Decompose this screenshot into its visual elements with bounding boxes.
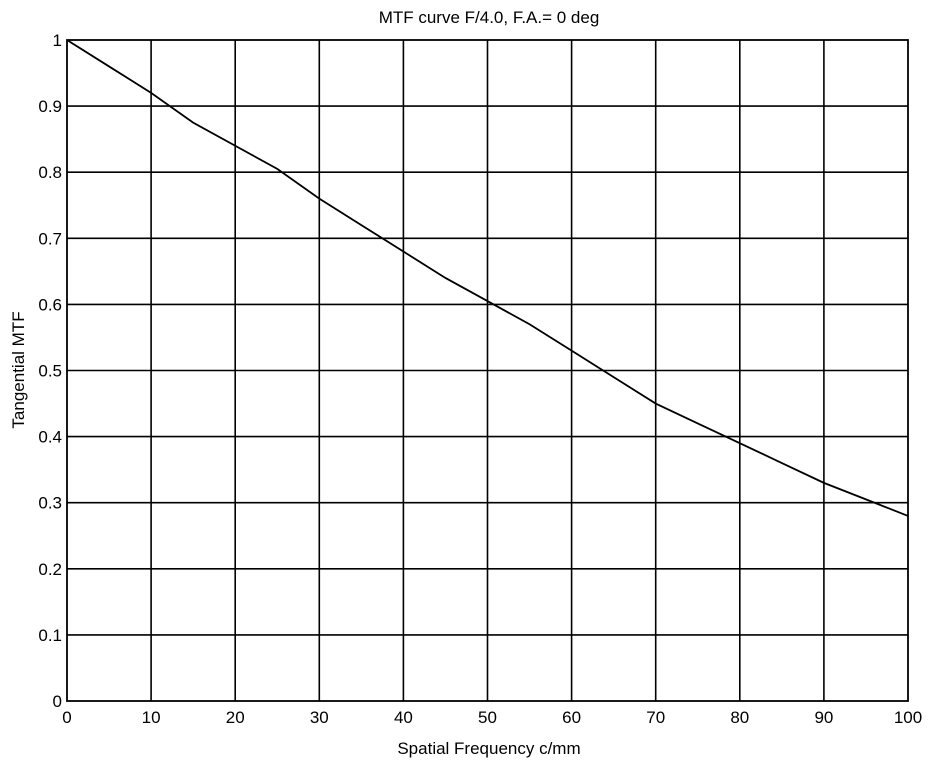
y-tick-label: 0.2	[38, 560, 62, 579]
y-tick-label: 0.7	[38, 229, 62, 248]
series-line-0	[66, 39, 909, 517]
x-tick-label: 50	[478, 708, 497, 727]
x-tick-label: 30	[310, 708, 329, 727]
chart-title: MTF curve F/4.0, F.A.= 0 deg	[379, 8, 600, 27]
y-tick-label: 0.8	[38, 163, 62, 182]
y-tick-label: 0.4	[38, 428, 62, 447]
y-tick-label: 0.9	[38, 97, 62, 116]
x-axis-ticks: 0 10 20 30 40 50 60 70 80 90 100	[62, 708, 922, 727]
y-tick-label: 0	[53, 692, 62, 711]
y-tick-label: 0.1	[38, 626, 62, 645]
x-tick-label: 0	[62, 708, 71, 727]
y-axis-ticks: 0 0.1 0.2 0.3 0.4 0.5 0.6 0.7 0.8 0.9 1	[38, 31, 62, 711]
y-tick-label: 0.5	[38, 362, 62, 381]
grid	[67, 40, 908, 701]
x-tick-label: 70	[646, 708, 665, 727]
y-tick-label: 0.6	[38, 295, 62, 314]
plot-frame	[66, 39, 909, 702]
x-tick-label: 90	[814, 708, 833, 727]
x-tick-label: 40	[394, 708, 413, 727]
series-group	[66, 39, 909, 517]
y-tick-label: 0.3	[38, 494, 62, 513]
x-tick-label: 80	[730, 708, 749, 727]
x-tick-label: 100	[894, 708, 922, 727]
y-tick-label: 1	[53, 31, 62, 50]
x-tick-label: 20	[226, 708, 245, 727]
x-tick-label: 10	[142, 708, 161, 727]
x-tick-label: 60	[562, 708, 581, 727]
x-axis-title: Spatial Frequency c/mm	[397, 739, 580, 758]
y-axis-title: Tangential MTF	[9, 311, 28, 428]
